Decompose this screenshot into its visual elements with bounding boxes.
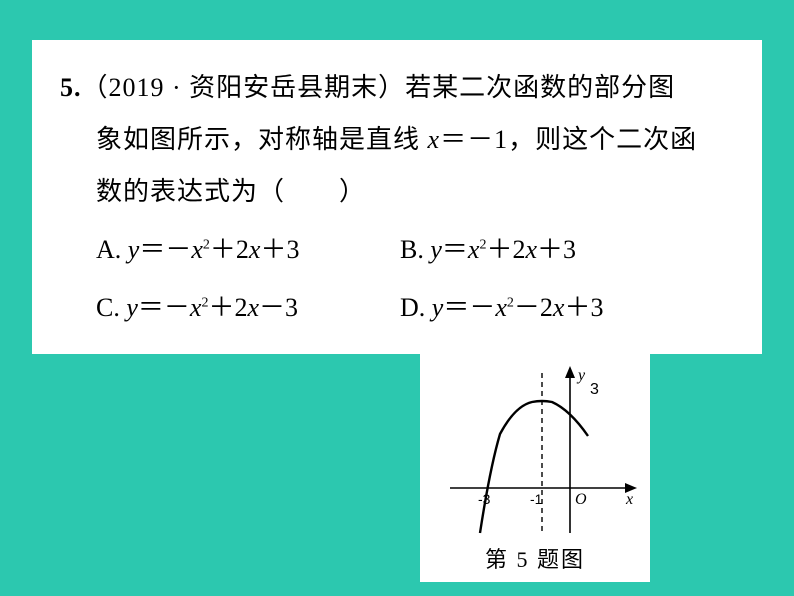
option-c: C. y＝－x2＋2x－3 — [60, 282, 400, 334]
opt-b-r3: ＋3 — [537, 235, 576, 264]
opt-a-x2: x — [249, 235, 261, 264]
question-source: （2019 · 资阳安岳县期末） — [82, 73, 406, 102]
question-number: 5. — [60, 73, 82, 102]
opt-a-x: x — [191, 235, 203, 264]
neg3-label: -3 — [478, 491, 491, 507]
opt-b-label: B. — [400, 235, 430, 264]
options-row-1: A. y＝－x2＋2x＋3 B. y＝x2＋2x＋3 — [60, 224, 734, 276]
neg1-label: -1 — [530, 491, 543, 507]
opt-c-x: x — [190, 293, 202, 322]
question-card: 5.（2019 · 资阳安岳县期末）若某二次函数的部分图 象如图所示，对称轴是直… — [32, 40, 762, 354]
y-axis-label: y — [576, 367, 586, 384]
question-line1-rest: 若某二次函数的部分图 — [405, 73, 675, 102]
opt-d-sup: 2 — [507, 295, 514, 310]
opt-a-r1: ＝－ — [139, 235, 191, 264]
opt-a-r2: ＋2 — [210, 235, 249, 264]
option-b: B. y＝x2＋2x＋3 — [400, 224, 576, 276]
option-d: D. y＝－x2－2x＋3 — [400, 282, 603, 334]
opt-d-r1: ＝－ — [443, 293, 495, 322]
opt-c-r2: ＋2 — [208, 293, 247, 322]
x-axis-label: x — [625, 491, 633, 508]
q-line2-b: ，则这个二次函 — [508, 125, 697, 154]
opt-d-x: x — [495, 293, 507, 322]
options-row-2: C. y＝－x2＋2x－3 D. y＝－x2－2x＋3 — [60, 282, 734, 334]
opt-c-r1: ＝－ — [138, 293, 190, 322]
question-line-1: 5.（2019 · 资阳安岳县期末）若某二次函数的部分图 — [60, 62, 734, 114]
opt-d-y: y — [432, 293, 444, 322]
opt-c-y: y — [126, 293, 138, 322]
opt-b-x2: x — [525, 235, 537, 264]
option-a: A. y＝－x2＋2x＋3 — [60, 224, 400, 276]
opt-d-x2: x — [553, 293, 565, 322]
opt-b-x: x — [468, 235, 480, 264]
q-line2-a: 象如图所示，对称轴是直线 — [96, 125, 428, 154]
opt-d-r3: ＋3 — [564, 293, 603, 322]
origin-label: O — [575, 491, 587, 508]
opt-d-r2: －2 — [514, 293, 553, 322]
q-line3: 数的表达式为（ ） — [96, 177, 366, 206]
figure-card: y x O -3 -1 3 第 5 题图 — [420, 348, 650, 582]
opt-b-r1: ＝ — [442, 235, 468, 264]
q-line2-eq: ＝－1 — [440, 125, 508, 154]
opt-c-x2: x — [247, 293, 259, 322]
opt-b-y: y — [430, 235, 442, 264]
opt-a-y: y — [128, 235, 140, 264]
opt-d-label: D. — [400, 293, 432, 322]
opt-a-label: A. — [96, 235, 128, 264]
question-line-3: 数的表达式为（ ） — [60, 166, 734, 218]
parabola-graph: y x O -3 -1 3 — [430, 358, 640, 538]
opt-c-label: C. — [96, 293, 126, 322]
opt-b-r2: ＋2 — [486, 235, 525, 264]
top3-label: 3 — [590, 381, 599, 398]
q-line2-var: x — [428, 125, 441, 154]
opt-a-r3: ＋3 — [260, 235, 299, 264]
question-line-2: 象如图所示，对称轴是直线 x＝－1，则这个二次函 — [60, 114, 734, 166]
opt-a-sup: 2 — [203, 237, 210, 252]
figure-caption: 第 5 题图 — [430, 542, 640, 574]
opt-c-r3: －3 — [259, 293, 298, 322]
